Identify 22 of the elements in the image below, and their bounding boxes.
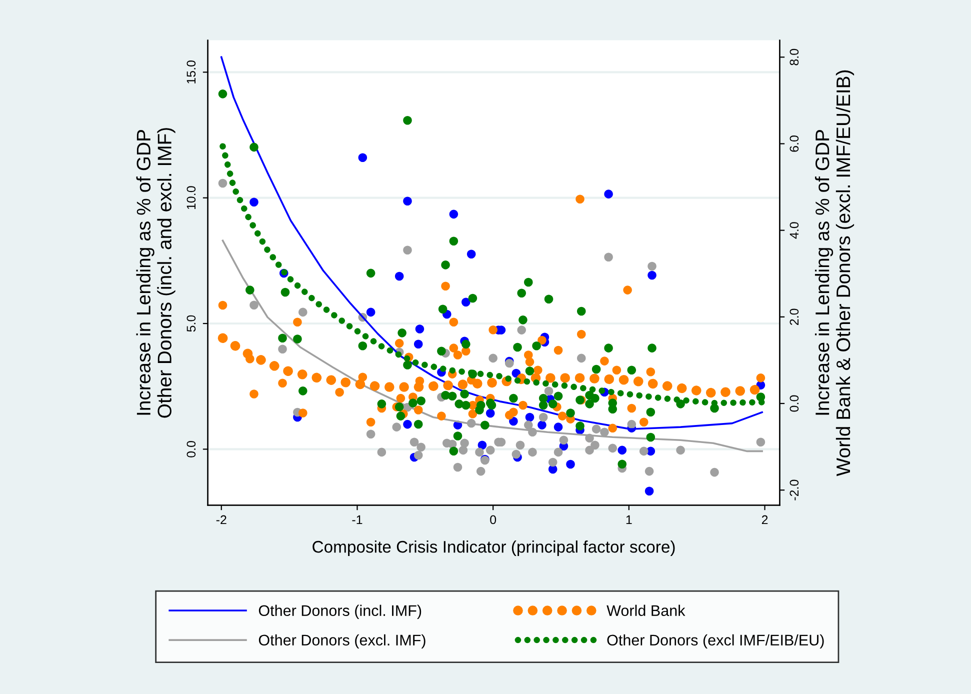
legend-label: World Bank bbox=[606, 604, 686, 616]
x-tick-label: -1 bbox=[352, 515, 362, 524]
y-tick-label: 15.0 bbox=[186, 60, 196, 84]
y2-tick-label: 2.0 bbox=[790, 308, 799, 325]
x-tick-label: 2 bbox=[762, 515, 768, 524]
legend-label: Other Donors (excl. IMF) bbox=[258, 634, 426, 649]
y-tick-label: 0.0 bbox=[186, 440, 196, 458]
x-axis-title: Composite Crisis Indicator (principal factor score) bbox=[312, 540, 675, 556]
y2-tick-label: 4.0 bbox=[790, 222, 799, 239]
y2-tick-label: 6.0 bbox=[790, 136, 799, 152]
legend-label: Other Donors (excl IMF/EIB/EU) bbox=[607, 634, 824, 649]
x-tick-label: 1 bbox=[626, 515, 632, 524]
y-tick-label: 5.0 bbox=[186, 315, 196, 332]
y2-axis-title: Increase in Lending as % of GDP World Bank & Other Donors (excl. IMF/EU/EIB) bbox=[814, 70, 854, 476]
x-tick-label: -2 bbox=[216, 515, 226, 524]
y2-tick-label: 0.0 bbox=[790, 395, 799, 412]
y2-tick-label: -2.0 bbox=[790, 480, 799, 500]
y-tick-label: 10.0 bbox=[186, 186, 196, 210]
y2-tick-label: 8.0 bbox=[790, 48, 799, 66]
y-axis-title: Increase in Lending as % of GDP Other Donors (incl. and excl. IMF) bbox=[136, 128, 176, 418]
x-tick-label: 0 bbox=[490, 515, 496, 524]
legend-label: Other Donors (incl. IMF) bbox=[258, 604, 422, 620]
